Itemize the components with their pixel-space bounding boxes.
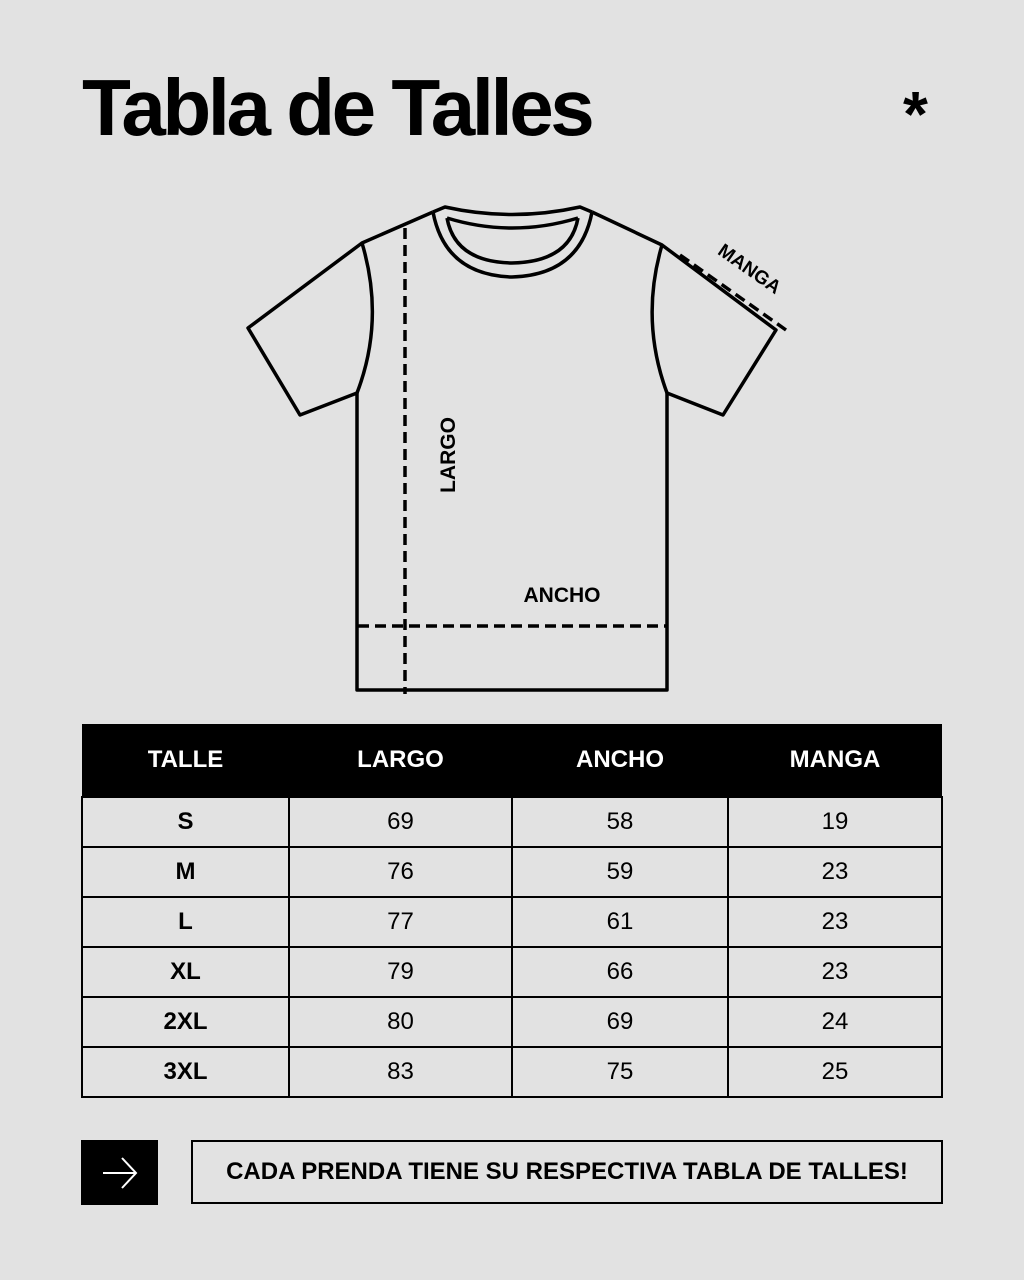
size-cell: XL [81,946,290,998]
measure-cell: 77 [288,896,513,948]
column-header: TALLE [82,724,289,797]
table-row: S 69 58 19 [81,796,943,848]
measure-cell: 23 [727,846,943,898]
ancho-label: ANCHO [524,584,601,607]
size-cell: S [81,796,290,848]
measure-cell: 76 [288,846,513,898]
size-table: TALLE LARGO ANCHO MANGA S 69 58 19 M 76 59 23 L 7… [81,724,943,1098]
shirt-outline [246,210,778,692]
collar-inner [445,217,580,265]
measure-cell: 24 [727,996,943,1048]
column-header: ANCHO [512,724,728,797]
table-header-row: TALLE LARGO ANCHO MANGA [82,724,942,797]
size-cell: 2XL [81,996,290,1048]
page-title: Tabla de Talles [82,63,595,152]
table-row: M 76 59 23 [81,846,943,898]
measure-cell: 79 [288,946,513,998]
table-row: XL 79 66 23 [81,946,943,998]
asterisk-icon: * [903,78,928,150]
size-cell: 3XL [81,1046,290,1098]
measure-cell: 25 [727,1046,943,1098]
collar-back [446,216,579,230]
footer-note: CADA PRENDA TIENE SU RESPECTIVA TABLA DE… [191,1140,943,1204]
table-row: 3XL 83 75 25 [81,1046,943,1098]
column-header: LARGO [289,724,512,797]
measure-cell: 69 [511,996,729,1048]
measure-cell: 66 [511,946,729,998]
collar-top [432,205,593,217]
table-row: 2XL 80 69 24 [81,996,943,1048]
measure-cell: 23 [727,896,943,948]
size-cell: M [81,846,290,898]
size-cell: L [81,896,290,948]
arrow-button [81,1140,158,1205]
measure-cell: 23 [727,946,943,998]
measure-cell: 75 [511,1046,729,1098]
measure-cell: 19 [727,796,943,848]
table-row: L 77 61 23 [81,896,943,948]
measure-cell: 69 [288,796,513,848]
measure-cell: 59 [511,846,729,898]
largo-label: LARGO [437,417,460,493]
column-header: MANGA [728,724,942,797]
measure-cell: 83 [288,1046,513,1098]
collar-outer [431,211,594,279]
left-armhole [355,242,375,394]
measure-cell: 61 [511,896,729,948]
measure-cell: 58 [511,796,729,848]
tshirt-diagram: LARGO ANCHO MANGA [246,205,788,694]
right-armhole [650,244,669,394]
measure-cell: 80 [288,996,513,1048]
manga-measure-line [678,253,788,332]
arrow-right-icon [102,1156,137,1189]
